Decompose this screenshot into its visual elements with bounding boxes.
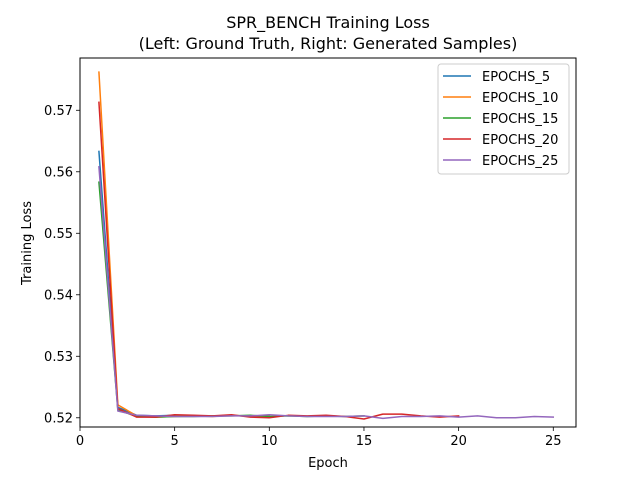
y-tick-label: 0.53 xyxy=(44,350,73,365)
legend-label: EPOCHS_10 xyxy=(482,91,558,106)
legend-label: EPOCHS_25 xyxy=(482,154,558,169)
legend-box xyxy=(437,63,570,175)
x-axis: 0 5 10 15 20 25 xyxy=(76,427,562,449)
legend-label: EPOCHS_5 xyxy=(482,70,550,85)
plot-area xyxy=(98,71,555,420)
x-tick-label: 15 xyxy=(356,434,373,449)
axes-frame xyxy=(79,57,577,428)
chart-subtitle: (Left: Ground Truth, Right: Generated Sa… xyxy=(139,34,518,53)
y-tick-label: 0.56 xyxy=(44,165,73,180)
x-tick-label: 10 xyxy=(261,434,278,449)
legend-label: EPOCHS_20 xyxy=(482,133,558,148)
y-axis: 0.52 0.53 0.54 0.55 0.56 0.57 xyxy=(44,104,80,426)
y-tick-label: 0.55 xyxy=(44,227,73,242)
x-tick-label: 25 xyxy=(545,434,562,449)
x-tick-label: 20 xyxy=(450,434,467,449)
legend: EPOCHS_5 EPOCHS_10 EPOCHS_15 EPOCHS_20 EPOCH… xyxy=(437,63,570,175)
y-tick-label: 0.57 xyxy=(44,104,73,119)
chart-title: SPR_BENCH Training Loss xyxy=(226,13,430,33)
x-tick-label: 0 xyxy=(76,434,84,449)
y-axis-label: Training Loss xyxy=(20,201,35,286)
legend-label: EPOCHS_15 xyxy=(482,112,558,127)
x-axis-label: Epoch xyxy=(308,456,348,471)
x-tick-label: 5 xyxy=(171,434,179,449)
series-line-epochs-25 xyxy=(98,166,555,420)
y-tick-label: 0.54 xyxy=(44,288,73,303)
y-tick-label: 0.52 xyxy=(44,411,73,426)
